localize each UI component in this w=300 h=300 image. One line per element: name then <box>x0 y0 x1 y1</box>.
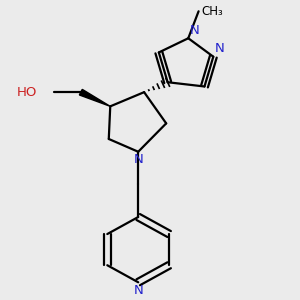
Text: HO: HO <box>16 86 37 99</box>
Text: N: N <box>133 153 143 166</box>
Text: N: N <box>190 24 200 37</box>
Text: CH₃: CH₃ <box>202 5 223 18</box>
Text: N: N <box>133 284 143 297</box>
Text: N: N <box>215 42 224 55</box>
Polygon shape <box>80 89 110 106</box>
